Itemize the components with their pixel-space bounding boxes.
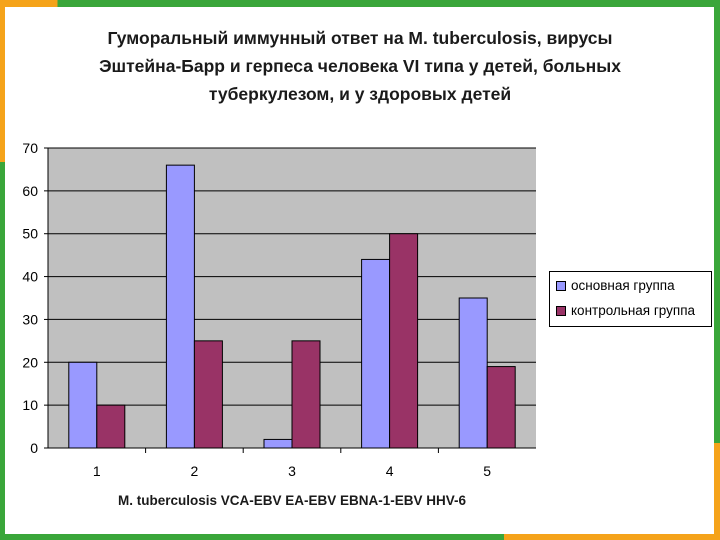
x-tick-label: 4 [386,463,394,479]
legend-label-series-2: контрольная группа [571,303,696,318]
y-tick-label: 0 [30,440,38,456]
frame-left-border [0,0,5,540]
frame-bottom-border [0,534,720,540]
chart-title-line-2: Эштейна-Барр и герпеса человека VI типа … [99,56,621,76]
bar-series-1-category-3 [263,438,293,449]
legend-swatch-series-1 [556,280,566,291]
y-tick-label: 40 [22,269,38,285]
chart-title-line-1: Гуморальный иммунный ответ на M. tubercu… [107,28,613,48]
y-tick-label: 70 [22,140,38,156]
y-tick-label: 50 [22,226,38,242]
chart-title: Гуморальный иммунный ответ на M. tubercu… [60,24,660,108]
y-tick-label: 30 [22,311,38,327]
bar-series-1-category-4 [361,258,391,449]
bar-series-2-category-1 [96,404,126,449]
y-tick-label: 10 [22,397,38,413]
frame-right-border [714,0,720,540]
legend-label-series-1: основная группа [571,278,675,293]
x-tick-label: 2 [191,463,199,479]
bar-series-2-category-3 [291,340,321,449]
bar-series-2-category-2 [193,340,223,449]
bar-series-1-category-5 [458,297,488,449]
legend-item-series-2: контрольная группа [556,303,695,318]
bar-series-2-category-5 [486,366,516,449]
x-tick-label: 1 [93,463,101,479]
bar-series-1-category-2 [165,164,195,449]
legend-swatch-series-2 [556,305,566,316]
bar-series-1-category-1 [68,361,98,449]
y-tick-label: 20 [22,354,38,370]
legend-item-series-1: основная группа [556,278,675,293]
x-tick-label: 5 [483,463,491,479]
frame-top-border [0,0,720,7]
x-tick-label: 3 [288,463,296,479]
bar-series-2-category-4 [389,233,419,449]
chart-title-line-3: туберкулезом, и у здоровых детей [208,84,512,104]
legend: основная группа контрольная группа [549,271,712,327]
y-tick-label: 60 [22,183,38,199]
x-axis-label: M. tuberculosis VCA-EBV EA-EBV EBNA-1-EB… [117,493,467,508]
